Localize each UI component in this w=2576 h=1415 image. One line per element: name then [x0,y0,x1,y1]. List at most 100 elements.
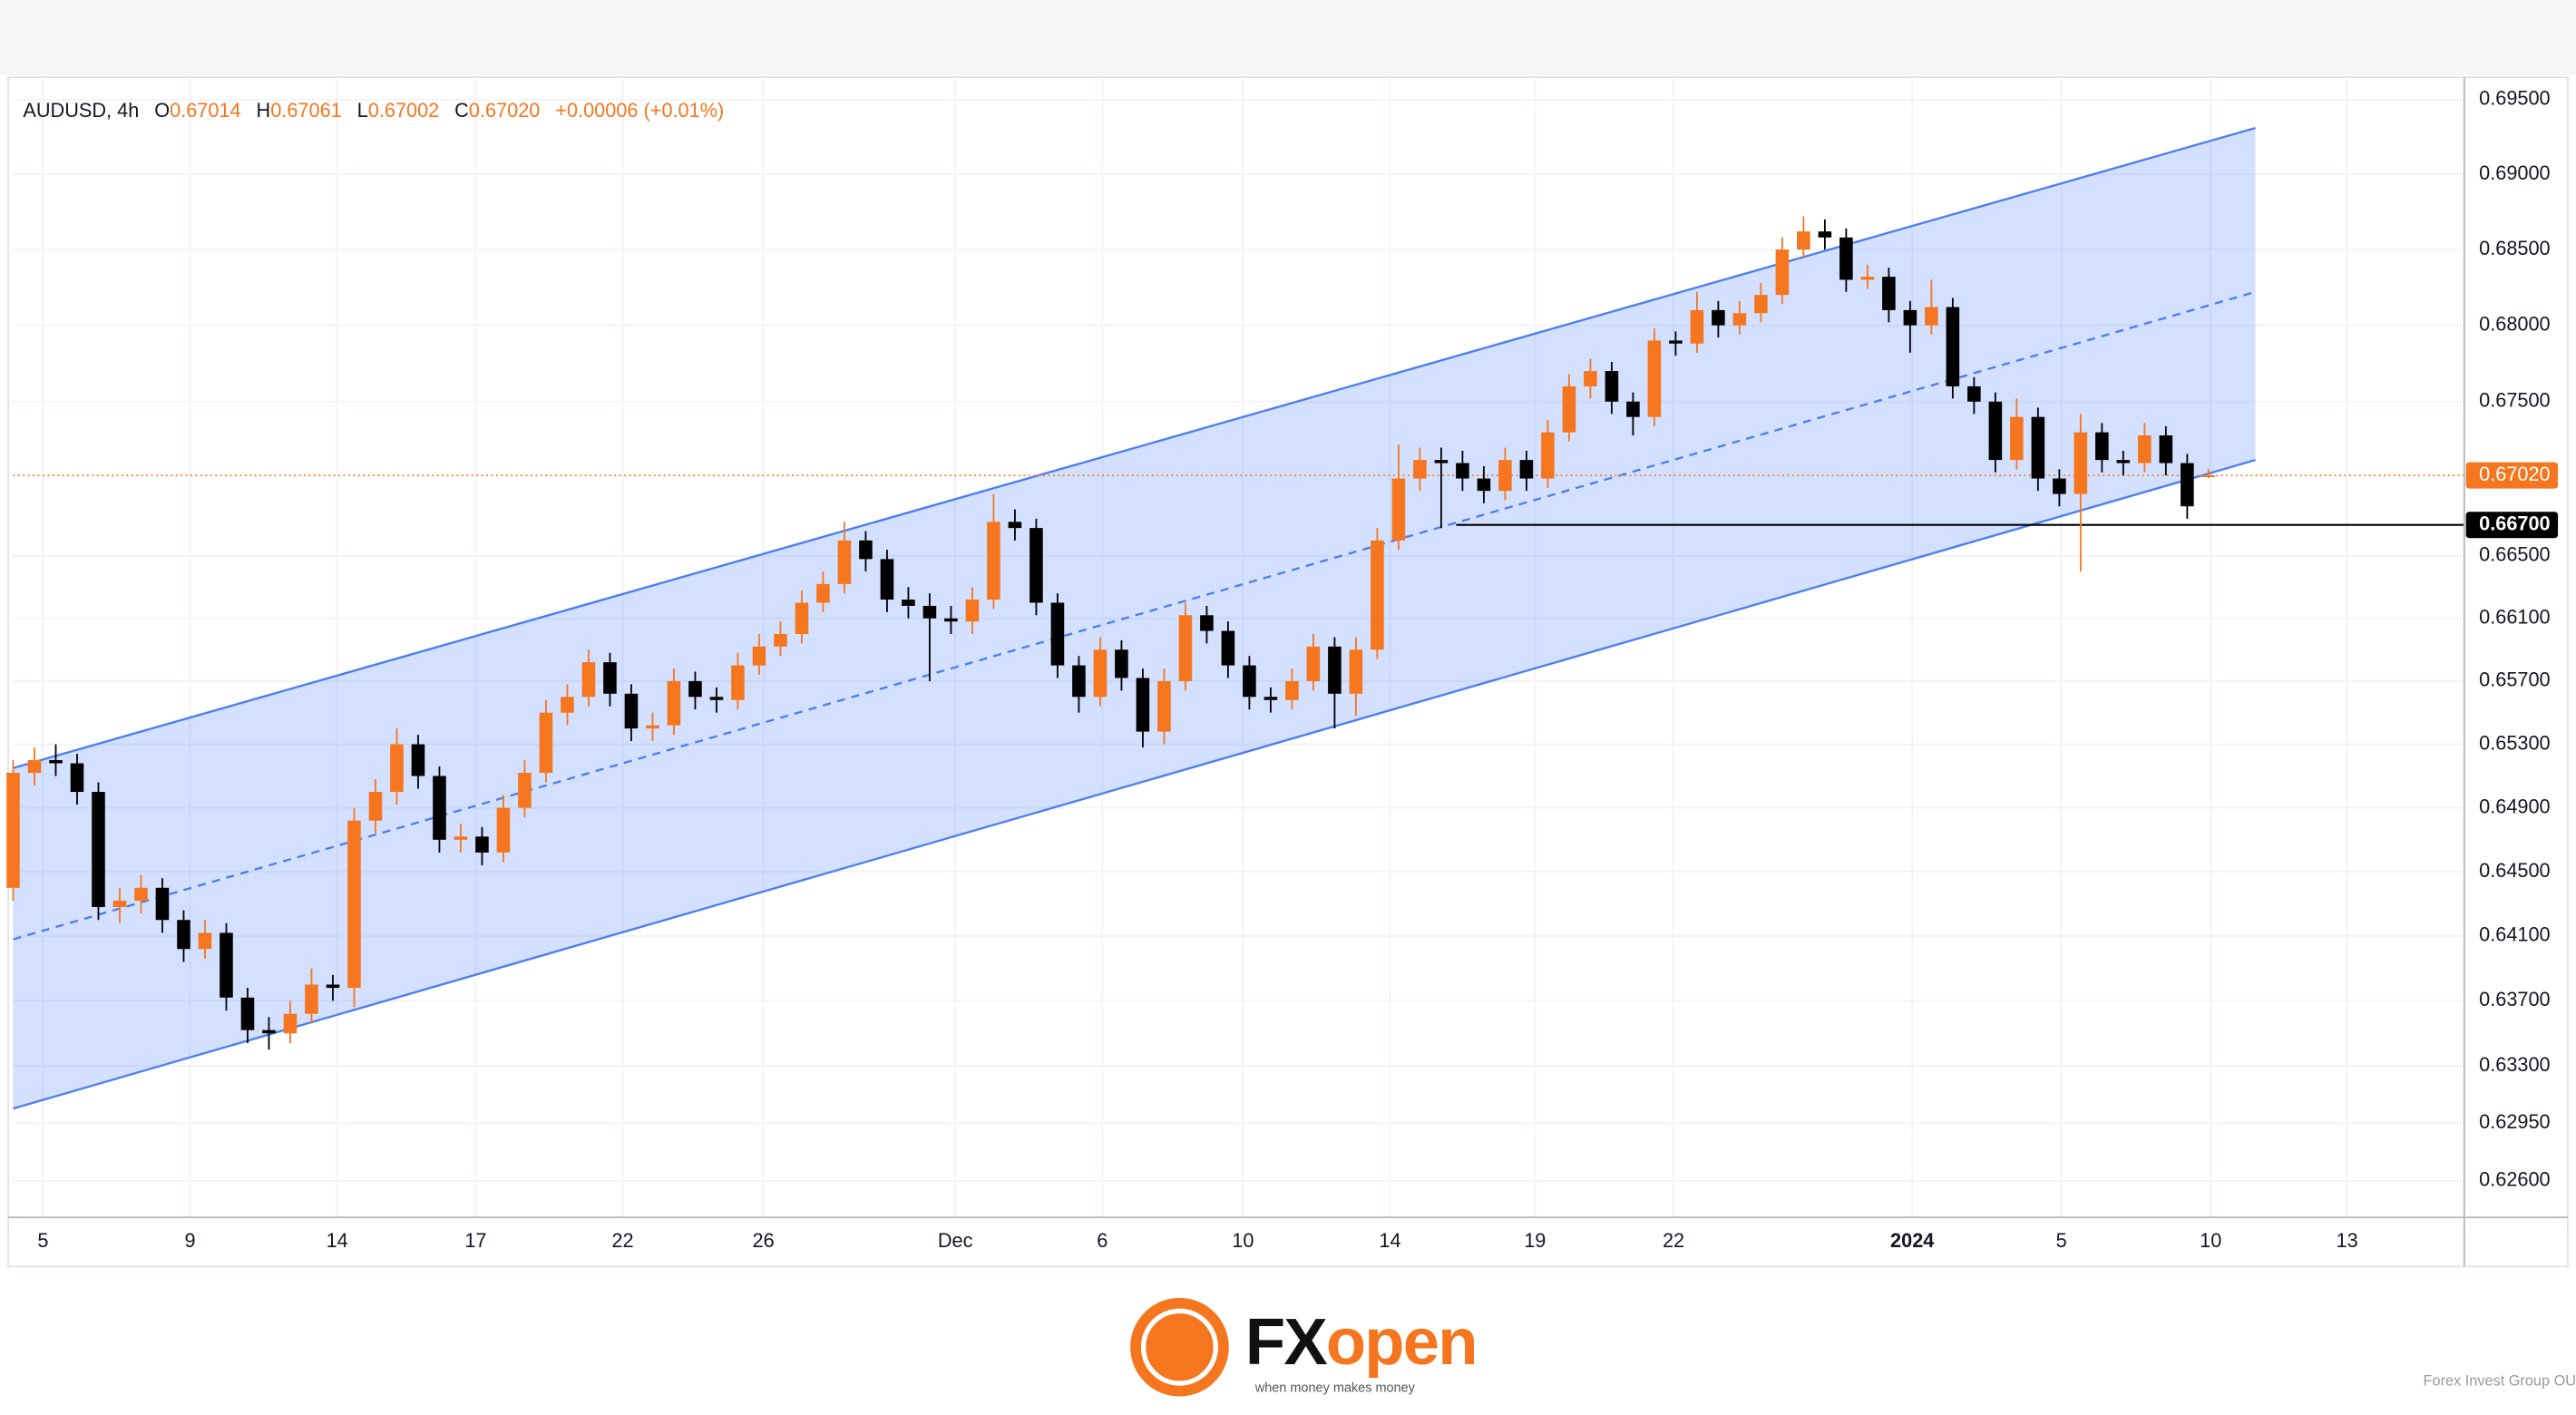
last-price-tag [2465,462,2559,489]
candle-body [2201,475,2216,477]
y-tick-label: 0.65300 [2479,731,2551,754]
candle-body [2073,432,2088,494]
candle-body [1839,237,1853,280]
legend-value: 0.67020 [469,99,541,122]
candle-body [1328,646,1342,694]
candle-body [2159,434,2173,464]
candle-body [1136,678,1150,732]
candle-body [1541,432,1555,479]
x-tick-label: 5 [37,1229,48,1252]
x-tick-label: 22 [611,1229,633,1252]
candle-body [1029,528,1043,603]
x-tick-label: 6 [1097,1229,1107,1252]
y-tick-label: 0.66100 [2479,605,2551,628]
candle-body [1306,646,1321,681]
y-tick-label: 0.69500 [2479,87,2551,110]
candle-body [1285,680,1299,700]
candle-body [220,932,233,998]
candle-body [70,763,84,793]
candle-body [49,760,63,764]
candle-body [709,697,724,700]
candle-body [1519,460,1534,479]
candle-body [922,605,937,619]
x-tick-label: 17 [464,1229,486,1252]
candle-body [1775,249,1790,296]
candle-body [1391,478,1406,541]
logo-brand-a: FX [1245,1305,1327,1379]
candle-body [1690,309,1704,344]
candle-body [6,773,20,888]
candle-body [240,997,255,1030]
axes: 0.69500 0.69000 0.68500 0.68000 0.67500 0.665… [37,87,2559,1252]
candle-body [2010,416,2024,461]
candle-body [2031,416,2045,479]
logo-tagline: when money makes money [1254,1381,1416,1395]
y-tick-label: 0.65700 [2479,668,2551,691]
candle-body [2138,434,2152,464]
y-tick-label: 0.63300 [2479,1053,2551,1076]
credit: Forex Invest Group OU [2424,1373,2576,1390]
candle-body [454,836,468,840]
candle-body [112,900,127,908]
y-tick-label: 0.68000 [2479,312,2551,335]
candle-body [539,712,553,774]
candle-body [1349,649,1363,694]
candle-body [1456,463,1469,479]
candle-body [603,662,617,694]
candle-body [1264,697,1278,700]
candle-body [1605,371,1619,402]
candle-body [2116,460,2131,464]
legend: AUDUSD, 4h O0.67014 H0.67061 L0.67002 C0… [23,99,724,122]
y-tick-label: 0.62950 [2479,1110,2551,1133]
legend-value: 0.67061 [270,99,342,122]
candle-body [1072,665,1086,698]
symbol: AUDUSD, 4h [23,99,139,122]
x-tick-label: 22 [1663,1229,1684,1252]
candle-body [1221,630,1235,666]
x-tick-label: 14 [327,1229,348,1252]
candle-body [816,583,830,603]
candle-body [433,776,446,840]
candle-body [134,887,148,901]
candle-body [987,522,1000,600]
candle-body [1903,309,1917,326]
candle-body [1050,602,1065,666]
candle-body [1946,307,1960,386]
candle-body [1626,401,1640,417]
candle-body [902,600,915,606]
candle-body [1988,401,2003,461]
candle-body [92,792,105,908]
y-tick-label: 0.67500 [2479,389,2551,412]
candle-body [731,665,745,700]
top-band [0,0,2576,76]
legend-key: C [454,99,469,122]
legend-change: +0.00006 (+0.01%) [555,99,724,122]
candle-body [1200,615,1214,631]
candle-body [837,540,852,584]
x-tick-label: 14 [1379,1229,1400,1252]
logo-mark-ring [1140,1308,1219,1386]
x-tick-label: 26 [753,1229,775,1252]
logo-brand: FXopen [1245,1305,1477,1379]
y-tick-label: 0.69000 [2479,161,2551,184]
candle-body [1115,649,1128,678]
candle-body [518,773,532,808]
candle-body [390,744,404,793]
candle-body [795,602,809,634]
legend-value: 0.67002 [368,99,440,122]
candle-body [155,887,170,921]
candle-body [1860,277,1875,280]
candle-body [1413,460,1427,479]
candle-body [624,693,639,729]
hline-tag [2465,512,2559,539]
logo-brand-b: open [1326,1305,1477,1379]
hline-label: 0.66700 [2479,512,2551,534]
candle-body [2095,432,2109,461]
candle-body [283,1013,298,1034]
candle-body [475,836,489,853]
candle-body [2181,463,2194,507]
candle-body [1967,385,1981,402]
x-tick-label: 9 [184,1229,195,1252]
y-tick-label: 0.66500 [2479,543,2551,566]
